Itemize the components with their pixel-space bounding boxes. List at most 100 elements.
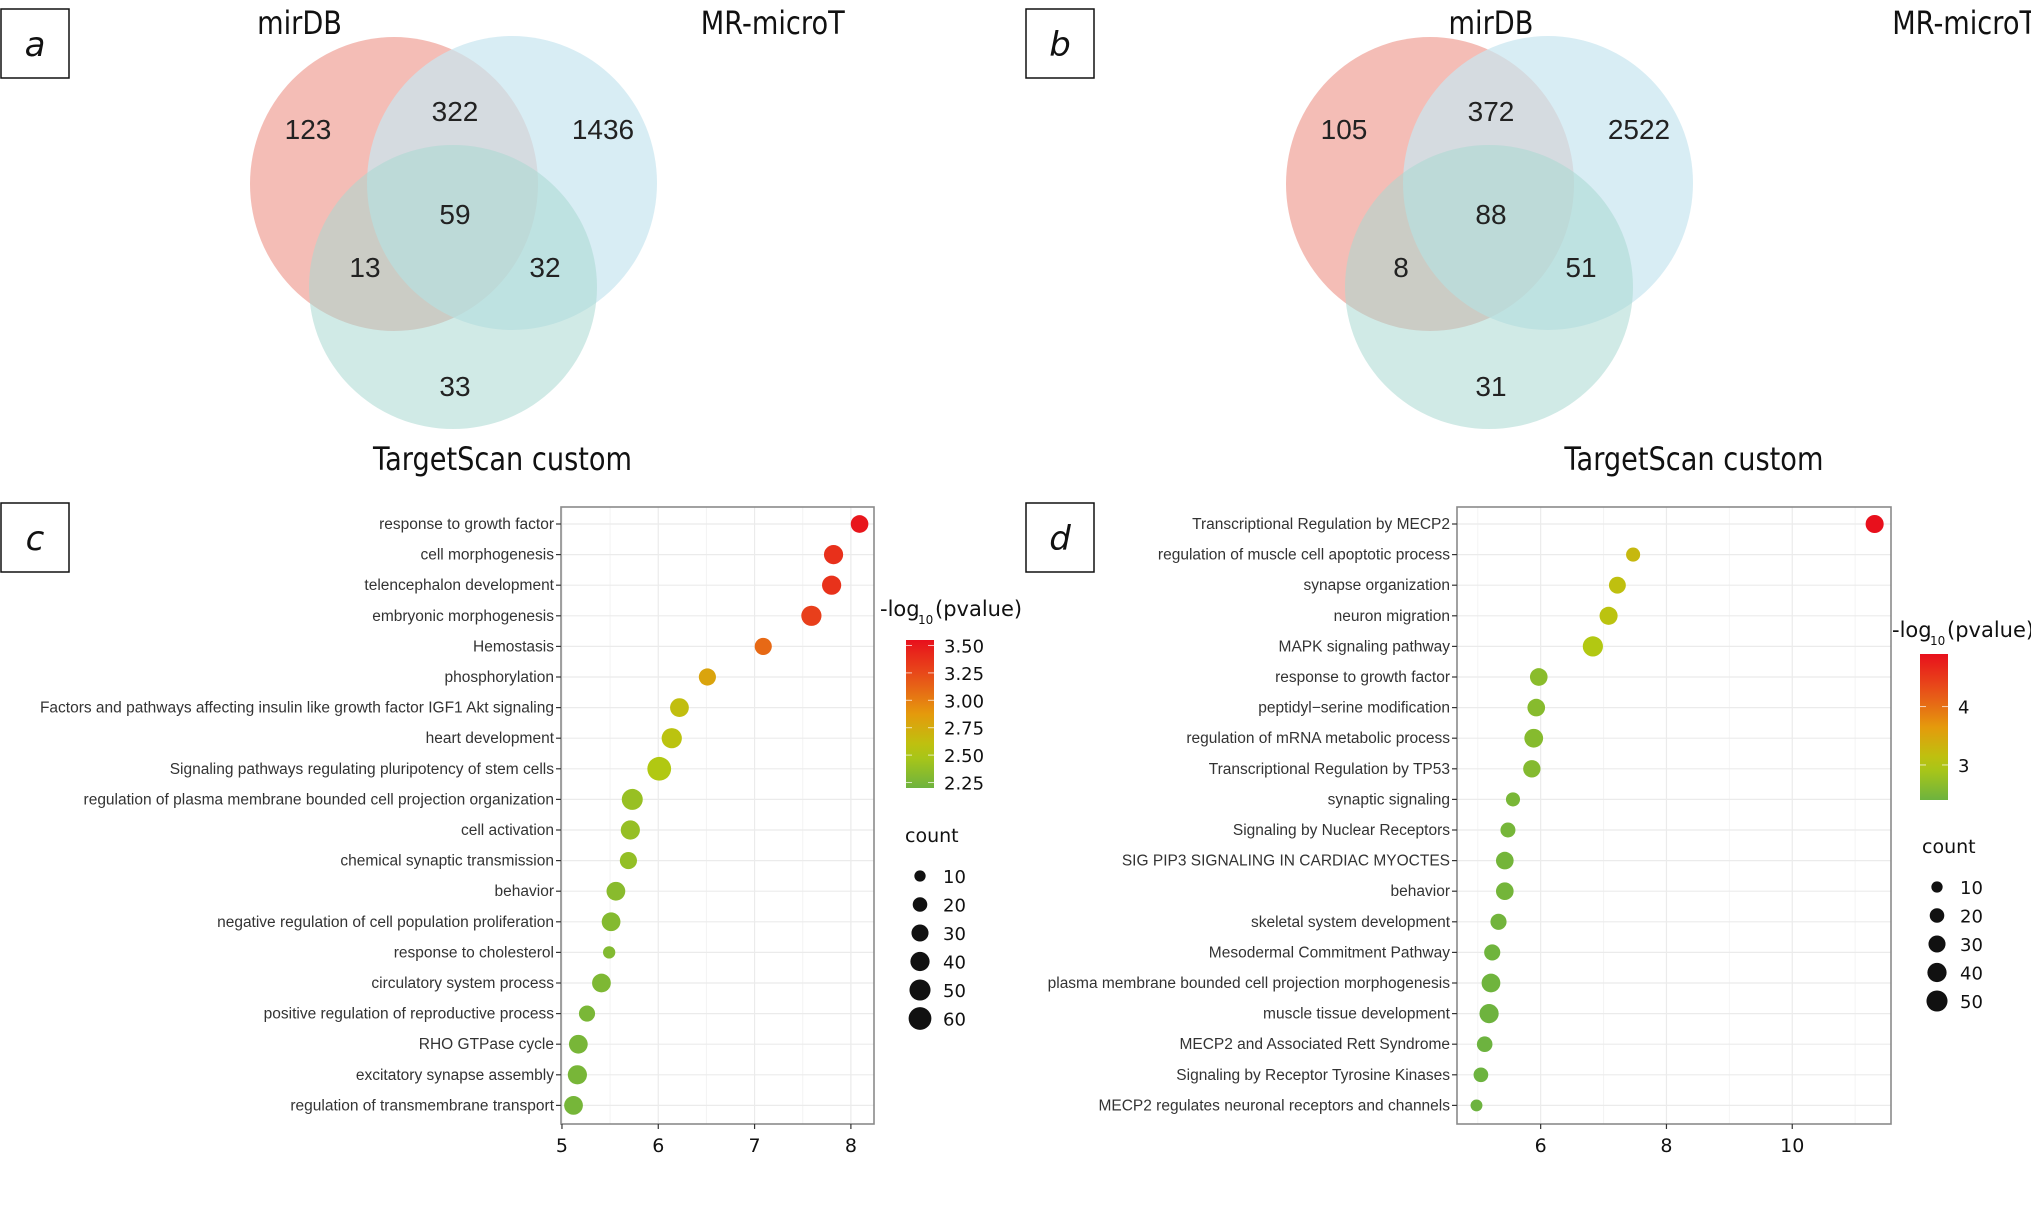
data-point	[1582, 636, 1603, 657]
data-point	[1865, 514, 1884, 534]
y-tick-label: circulatory system process	[371, 975, 554, 992]
venn-set-label-mr-microt: MR-microT	[1892, 5, 2031, 43]
data-point	[698, 668, 716, 686]
venn-circle-targetscan	[309, 145, 597, 429]
data-point	[621, 788, 643, 810]
data-point	[823, 545, 844, 565]
data-point	[754, 637, 772, 655]
panel-d-label-text: d	[1049, 519, 1071, 559]
dot-plot-d: Transcriptional Regulation by MECP2 regul…	[1048, 506, 2031, 1157]
venn-count-targetscan-only: 33	[439, 371, 470, 402]
data-point	[1479, 1004, 1499, 1024]
color-legend-tick-label: 3.50	[944, 636, 984, 657]
y-tick-label: response to growth factor	[1275, 669, 1450, 686]
data-point	[619, 852, 637, 870]
y-tick-label: MAPK signaling pathway	[1279, 638, 1451, 655]
data-point	[822, 575, 842, 595]
size-legend-dot	[912, 897, 928, 912]
data-point	[601, 912, 621, 932]
data-point	[647, 756, 672, 781]
venn-circle-targetscan	[1345, 145, 1633, 429]
color-legend-title: -log	[880, 597, 920, 621]
size-legend-label: 30	[943, 924, 966, 945]
y-tick-label: Signaling by Nuclear Receptors	[1233, 822, 1450, 839]
y-tick-label: Mesodermal Commitment Pathway	[1209, 944, 1450, 961]
data-point	[1608, 576, 1626, 594]
y-tick-label: cell morphogenesis	[420, 547, 554, 564]
y-tick-label: embryonic morphogenesis	[372, 608, 554, 625]
plot-border	[560, 506, 875, 1125]
y-tick-label: telencephalon development	[364, 577, 554, 594]
size-legend-dot	[914, 870, 926, 882]
x-tick-label: 10	[1780, 1135, 1804, 1157]
x-tick-label: 8	[845, 1135, 857, 1157]
venn-set-label-mirdb: mirDB	[1449, 5, 1534, 43]
data-point	[1484, 944, 1501, 961]
data-point	[670, 698, 689, 717]
size-legend-dot	[909, 979, 931, 1001]
y-tick-label: Signaling pathways regulating pluripoten…	[170, 761, 555, 778]
data-point	[1476, 1036, 1493, 1052]
y-tick-label: response to growth factor	[379, 516, 554, 533]
venn-set-label-targetscan: TargetScan custom	[1564, 441, 1824, 479]
venn-count-all-three: 59	[439, 199, 470, 230]
size-legend-label: 10	[1960, 878, 1983, 899]
y-tick-label: neuron migration	[1334, 608, 1450, 625]
y-tick-label: Signaling by Receptor Tyrosine Kinases	[1176, 1067, 1450, 1084]
y-tick-label: synaptic signaling	[1328, 791, 1450, 808]
venn-count-mirdb-mr-microt: 322	[432, 96, 479, 127]
size-legend-dot	[1926, 990, 1948, 1012]
size-legend-label: 30	[1960, 935, 1983, 956]
color-legend-title-subscript: 10	[918, 613, 933, 627]
size-legend-title: count	[905, 825, 959, 847]
panel-d-label: d	[1025, 502, 1095, 573]
color-legend-tick-label: 3.00	[944, 691, 984, 712]
size-legend-dot	[910, 951, 930, 972]
color-legend-tick-label: 3.25	[944, 664, 984, 685]
color-legend-title: -log	[1892, 618, 1932, 642]
color-legend-title-subscript: 10	[1930, 634, 1945, 648]
data-point	[850, 515, 869, 533]
data-point	[1529, 668, 1548, 686]
x-tick-label: 7	[749, 1135, 761, 1157]
size-legend-label: 20	[1960, 907, 1983, 928]
x-tick-label: 6	[1535, 1135, 1547, 1157]
color-legend-title-suffix: (pvalue)	[1947, 618, 2031, 642]
venn-count-mr-microt-only: 2522	[1608, 114, 1670, 145]
x-tick-label: 8	[1660, 1135, 1672, 1157]
data-point	[1523, 760, 1541, 778]
data-point	[592, 973, 611, 993]
size-legend-label: 10	[943, 867, 966, 888]
data-point	[1473, 1067, 1489, 1083]
plot-border	[1456, 506, 1892, 1125]
data-point	[606, 881, 626, 901]
data-point	[1626, 547, 1641, 562]
color-legend-tick-label: 4	[1958, 698, 1969, 719]
color-legend-title-suffix: (pvalue)	[935, 597, 1022, 621]
y-tick-label: peptidyl−serine modification	[1258, 700, 1450, 717]
venn-count-targetscan-only: 31	[1475, 371, 1506, 402]
data-point	[661, 728, 682, 749]
size-legend-dot	[1927, 962, 1947, 983]
data-point	[568, 1034, 588, 1054]
venn-count-mirdb-only: 105	[1321, 114, 1368, 145]
y-tick-label: MECP2 and Associated Rett Syndrome	[1179, 1036, 1450, 1053]
y-tick-label: Factors and pathways affecting insulin l…	[40, 700, 554, 717]
y-tick-label: regulation of transmembrane transport	[290, 1097, 554, 1114]
venn-set-label-mirdb: mirDB	[257, 5, 342, 43]
venn-count-mirdb-only: 123	[285, 114, 332, 145]
y-tick-label: regulation of mRNA metabolic process	[1186, 730, 1450, 747]
size-legend-label: 60	[943, 1010, 966, 1031]
data-point	[801, 605, 822, 626]
panel-a-label: a	[0, 8, 70, 79]
y-tick-label: behavior	[1391, 883, 1450, 900]
data-point	[567, 1065, 587, 1085]
y-tick-label: RHO GTPase cycle	[419, 1036, 554, 1053]
size-legend-label: 50	[943, 981, 966, 1002]
x-tick-label: 5	[556, 1135, 568, 1157]
dot-plot-c: response to growth factor cell morphogene…	[40, 506, 1022, 1157]
y-tick-label: response to cholesterol	[394, 944, 554, 961]
y-tick-label: heart development	[426, 730, 555, 747]
y-tick-label: synapse organization	[1304, 577, 1451, 594]
